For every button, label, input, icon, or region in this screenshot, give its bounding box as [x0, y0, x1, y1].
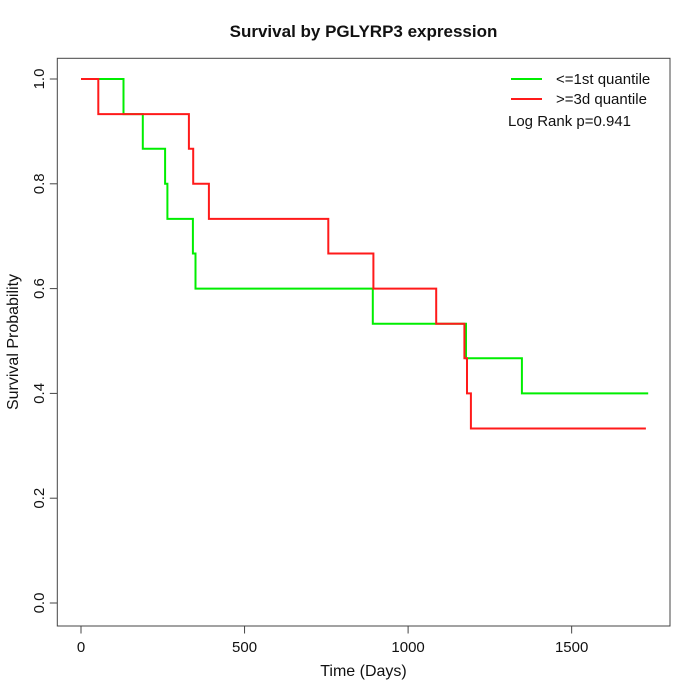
legend-item-q3: >=3d quantile: [511, 89, 650, 109]
y-tick-label: 0.4: [31, 383, 48, 404]
x-axis-label: Time (Days): [320, 663, 407, 680]
y-tick-label: 0.8: [31, 173, 48, 194]
log-rank-pvalue: Log Rank p=0.941: [508, 113, 632, 130]
x-tick-label: 1000: [391, 639, 424, 656]
survival-curve-q3: [81, 78, 646, 430]
legend-line-sample-green: [511, 78, 542, 80]
y-tick-label: 0.6: [31, 278, 48, 299]
legend-line-sample-red: [511, 98, 542, 100]
y-tick-label: 1.0: [31, 69, 48, 90]
x-tick-label: 0: [77, 639, 85, 656]
legend: <=1st quantile >=3d quantile: [511, 69, 650, 109]
chart-title: Survival by PGLYRP3 expression: [229, 22, 498, 41]
legend-label-q1: <=1st quantile: [556, 70, 651, 88]
y-tick-label: 0.2: [31, 488, 48, 509]
survival-curve-q1: [81, 78, 649, 395]
plot-box: [56, 57, 671, 627]
y-tick-label: 0.0: [31, 593, 48, 614]
legend-label-q3: >=3d quantile: [556, 90, 647, 108]
y-axis-label: Survival Probability: [5, 273, 22, 411]
x-tick-label: 1500: [555, 639, 588, 656]
legend-item-q1: <=1st quantile: [511, 69, 650, 89]
x-tick-label: 500: [232, 639, 257, 656]
